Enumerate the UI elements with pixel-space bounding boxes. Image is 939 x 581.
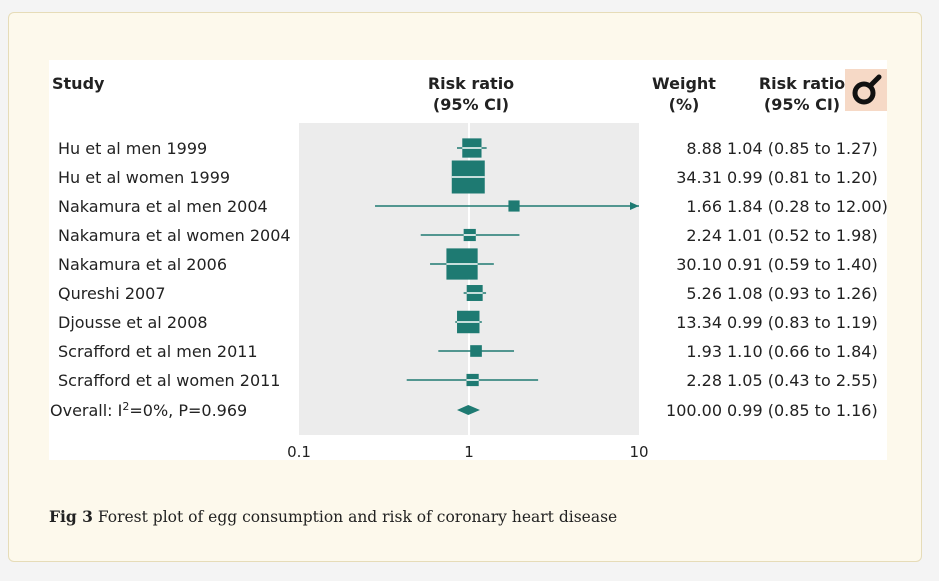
overall-weight: 100.00	[666, 401, 722, 420]
study-weight: 1.93	[686, 342, 722, 361]
study-ci-text: 1.04 (0.85 to 1.27)	[727, 139, 878, 158]
bmj-logo	[845, 69, 887, 111]
study-name: Djousse et al 2008	[58, 313, 208, 332]
effect-square	[470, 345, 482, 357]
x-tick-label: 10	[629, 443, 648, 460]
header-risk-ratio-right: Risk ratio	[759, 74, 845, 93]
study-ci-text: 0.91 (0.59 to 1.40)	[727, 255, 878, 274]
study-ci-text: 0.99 (0.81 to 1.20)	[727, 168, 878, 187]
caption-text: Forest plot of egg consumption and risk …	[97, 508, 618, 526]
study-name: Hu et al men 1999	[58, 139, 207, 158]
overall-diamond	[457, 405, 480, 415]
header-risk-ratio: Risk ratio	[428, 74, 514, 93]
study-weight: 13.34	[676, 313, 722, 332]
study-weight: 30.10	[676, 255, 722, 274]
study-name: Nakamura et al 2006	[58, 255, 227, 274]
study-ci-text: 1.10 (0.66 to 1.84)	[727, 342, 878, 361]
figure-card: Study Risk ratio (95% CI) Weight (%) Ris…	[8, 12, 922, 562]
x-tick-label: 1	[464, 443, 474, 460]
overall-label: Overall: I2=0%, P=0.969	[50, 400, 247, 420]
forest-plot: Study Risk ratio (95% CI) Weight (%) Ris…	[50, 74, 887, 460]
study-ci-text: 1.84 (0.28 to 12.00)	[727, 197, 887, 216]
header-risk-ratio-ci: (95% CI)	[433, 95, 509, 114]
study-ci-text: 1.08 (0.93 to 1.26)	[727, 284, 878, 303]
study-weight: 1.66	[686, 197, 722, 216]
ci-arrow	[630, 202, 639, 210]
study-name: Scrafford et al women 2011	[58, 371, 280, 390]
study-ci-text: 0.99 (0.83 to 1.19)	[727, 313, 878, 332]
header-risk-ratio-ci-right: (95% CI)	[764, 95, 840, 114]
effect-square	[508, 200, 520, 212]
study-ci-text: 1.05 (0.43 to 2.55)	[727, 371, 878, 390]
study-name: Nakamura et al women 2004	[58, 226, 291, 245]
figure-caption: Fig 3 Forest plot of egg consumption and…	[49, 507, 617, 526]
bmj-magnifier-icon	[852, 74, 882, 105]
header-weight: Weight	[652, 74, 716, 93]
study-weight: 2.28	[686, 371, 722, 390]
study-ci-text: 1.01 (0.52 to 1.98)	[727, 226, 878, 245]
study-name: Nakamura et al men 2004	[58, 197, 268, 216]
overall-ci-text: 0.99 (0.85 to 1.16)	[727, 401, 878, 420]
study-name: Hu et al women 1999	[58, 168, 230, 187]
study-weight: 2.24	[686, 226, 722, 245]
study-weight: 34.31	[676, 168, 722, 187]
x-tick-label: 0.1	[287, 443, 311, 460]
study-weight: 8.88	[686, 139, 722, 158]
study-weight: 5.26	[686, 284, 722, 303]
caption-label: Fig 3	[49, 507, 93, 526]
forest-plot-panel: Study Risk ratio (95% CI) Weight (%) Ris…	[49, 60, 887, 460]
header-weight-unit: (%)	[669, 95, 700, 114]
header-study: Study	[52, 74, 105, 93]
study-name: Scrafford et al men 2011	[58, 342, 258, 361]
study-name: Qureshi 2007	[58, 284, 166, 303]
